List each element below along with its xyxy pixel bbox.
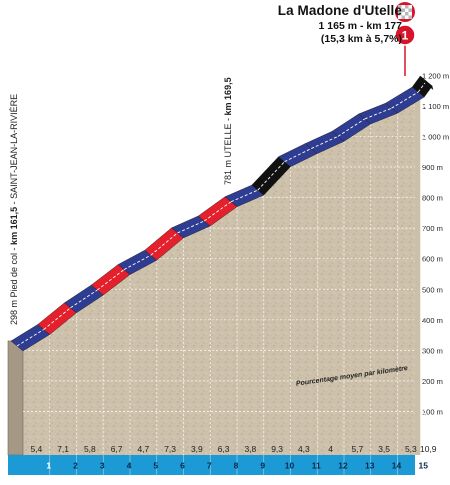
gradient-label: 5,7 xyxy=(351,444,363,454)
flag-square xyxy=(408,15,412,19)
flag-square xyxy=(405,8,409,12)
utelle-point-label: 781 m UTELLE - km 169,5 xyxy=(223,77,233,185)
gradient-label: 3,8 xyxy=(244,444,256,454)
category-number: 1 xyxy=(402,29,409,43)
km-marker-label: 1 xyxy=(46,461,51,471)
km-marker-label: 11 xyxy=(312,461,321,471)
start-altitude: 298 m Pied de col - xyxy=(9,247,19,325)
y-tick-label: 600 m xyxy=(422,255,443,264)
flag-square xyxy=(401,5,405,9)
utelle-altitude: 781 m UTELLE - xyxy=(223,117,233,185)
km-marker-label: 3 xyxy=(100,461,105,471)
finish-altitude-km: 1 165 m - km 177 xyxy=(318,19,402,32)
km-marker-label: 9 xyxy=(260,461,265,471)
gradient-label: 5,3 xyxy=(405,444,417,454)
gradient-label: 6,3 xyxy=(218,444,230,454)
road-center-line xyxy=(70,289,98,309)
road-center-line xyxy=(391,91,419,109)
profile-left-end-face xyxy=(7,340,24,456)
km-ruler-band xyxy=(8,455,415,475)
y-tick-label: 900 m xyxy=(422,163,443,172)
gradient-label: 3,5 xyxy=(378,444,390,454)
km-marker-label: 6 xyxy=(180,461,185,471)
road-center-line xyxy=(96,269,125,291)
flag-square xyxy=(408,5,412,9)
road-center-line xyxy=(337,118,365,137)
gradient-label: 4,3 xyxy=(298,444,310,454)
start-point-label: 298 m Pied de col - km 161,5 - SAINT-JEA… xyxy=(9,94,19,325)
gradient-label: 4 xyxy=(328,444,333,454)
y-tick-label: 700 m xyxy=(422,224,443,233)
gradient-label: 7,3 xyxy=(164,444,176,454)
flag-square xyxy=(408,8,412,12)
gradient-label: 7,1 xyxy=(57,444,69,454)
gradient-label: 9,3 xyxy=(271,444,283,454)
gradient-label: 10,9 xyxy=(420,444,437,454)
flag-square xyxy=(398,8,402,12)
y-tick-label: 800 m xyxy=(422,194,443,203)
flag-square xyxy=(398,15,402,19)
checkered-flag-icon xyxy=(395,2,415,22)
category-badge: 1 xyxy=(394,24,416,46)
y-tick-label: 300 m xyxy=(422,346,443,355)
terrain-textured-area xyxy=(23,86,433,455)
flag-square xyxy=(405,12,409,16)
start-km: km 161,5 xyxy=(9,206,19,245)
road-center-line xyxy=(123,254,151,270)
gradient-label: 5,4 xyxy=(30,444,42,454)
km-marker-label: 4 xyxy=(127,461,132,471)
gradient-label: 6,7 xyxy=(111,444,123,454)
y-tick-label: 100 m xyxy=(422,408,443,417)
gradient-label: 5,8 xyxy=(84,444,96,454)
y-tick-label: 400 m xyxy=(422,316,443,325)
km-marker-label: 8 xyxy=(234,461,239,471)
flag-square xyxy=(398,5,402,9)
gradient-label: 4,7 xyxy=(137,444,149,454)
finish-length-gradient: (15,3 km à 5,7%) xyxy=(320,33,402,45)
km-marker-label: 15 xyxy=(419,461,429,471)
km-marker-label: 13 xyxy=(365,461,375,471)
flag-square xyxy=(401,12,405,16)
flag-square xyxy=(408,12,412,16)
km-marker-label: 10 xyxy=(285,461,295,471)
finish-title-block: La Madone d'Utelle 1 165 m - km 177 (15,… xyxy=(278,3,402,46)
finish-name: La Madone d'Utelle xyxy=(277,3,402,18)
road-center-line xyxy=(43,307,71,330)
flag-square xyxy=(401,8,405,12)
start-place: - SAINT-JEAN-LA-RIVIÈRE xyxy=(9,93,19,205)
km-marker-label: 12 xyxy=(338,461,348,471)
y-tick-label: 200 m xyxy=(422,377,443,386)
utelle-km: km 169,5 xyxy=(223,77,233,116)
road-center-line xyxy=(16,329,44,347)
flag-square xyxy=(401,15,405,19)
road-end-cap xyxy=(420,76,434,91)
y-tick-label: 1 200 m xyxy=(422,71,449,80)
road-center-line xyxy=(203,201,232,222)
km-marker-label: 14 xyxy=(392,461,402,471)
road-center-line xyxy=(257,161,285,191)
km-marker-label: 2 xyxy=(73,461,78,471)
y-tick-label: 500 m xyxy=(422,285,443,294)
road-center-line xyxy=(150,232,178,256)
km-marker-label: 5 xyxy=(153,461,158,471)
category-circle xyxy=(394,24,416,46)
flag-square xyxy=(405,15,409,19)
flag-square xyxy=(398,12,402,16)
km-marker-label: 7 xyxy=(207,461,212,471)
y-tick-label: 1 100 m xyxy=(422,102,449,111)
flag-square xyxy=(405,5,409,9)
y-tick-label: 1 000 m xyxy=(422,132,449,141)
gradient-label: 3,9 xyxy=(191,444,203,454)
